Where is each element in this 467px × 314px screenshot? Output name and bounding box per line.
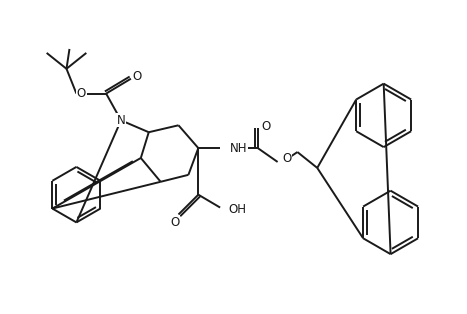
Text: O: O <box>261 120 270 133</box>
Text: O: O <box>132 70 142 83</box>
Text: O: O <box>283 153 292 165</box>
Text: NH: NH <box>230 142 248 154</box>
Text: N: N <box>117 114 125 127</box>
Text: O: O <box>170 216 179 229</box>
Text: O: O <box>77 87 86 100</box>
Text: OH: OH <box>228 203 246 216</box>
